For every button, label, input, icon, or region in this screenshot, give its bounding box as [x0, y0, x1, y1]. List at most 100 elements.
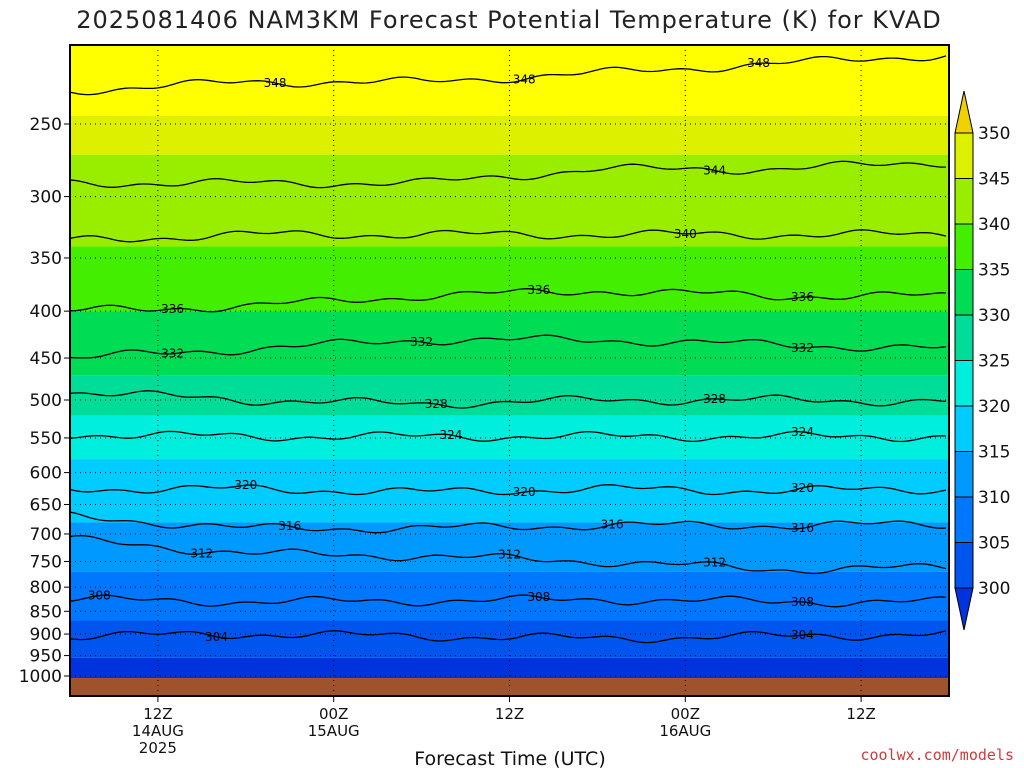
- colorbar-label-350: 350: [978, 124, 1010, 144]
- contour-label-308-0: 308: [88, 589, 111, 603]
- contour-332: [69, 334, 947, 359]
- colorbar-label-330: 330: [978, 306, 1010, 326]
- contour-label-312-0: 312: [190, 547, 213, 561]
- contour-label-340-0: 340: [674, 227, 697, 241]
- contour-336: [69, 288, 947, 313]
- contour-348: [69, 55, 947, 96]
- y-tick-label-400: 400: [30, 302, 62, 322]
- y-tick-label-850: 850: [30, 602, 62, 622]
- y-tick-label-700: 700: [30, 525, 62, 545]
- contour-304: [69, 630, 947, 644]
- contour-label-308-2: 308: [791, 595, 814, 609]
- contour-label-348-0: 348: [264, 76, 287, 90]
- colorbar-segment-330: [954, 269, 974, 316]
- y-tick-label-600: 600: [30, 464, 62, 484]
- contour-label-332-1: 332: [410, 335, 433, 349]
- colorbar-label-325: 325: [978, 352, 1010, 372]
- ground-surface: [70, 678, 949, 696]
- contour-label-316-2: 316: [791, 521, 814, 535]
- colorbar-label-340: 340: [978, 215, 1010, 235]
- x-tick-label-48-1: 16AUG: [659, 722, 711, 740]
- colorbar-label-310: 310: [978, 488, 1010, 508]
- contour-label-332-2: 332: [791, 341, 814, 355]
- x-axis-label: Forecast Time (UTC): [414, 748, 605, 768]
- colorbar-segment-345: [954, 132, 974, 179]
- x-tick-label-24-0: 00Z: [319, 705, 348, 723]
- x-tick-label-36-0: 12Z: [495, 705, 524, 723]
- contour-label-320-0: 320: [234, 478, 257, 492]
- y-tick-label-800: 800: [30, 578, 62, 598]
- x-tick-label-12-2: 2025: [139, 739, 177, 757]
- y-tick-label-350: 350: [30, 249, 62, 269]
- colorbar-low-arrow: [954, 587, 974, 631]
- contour-328: [69, 390, 947, 409]
- colorbar-segment-305: [954, 496, 974, 543]
- contour-320: [69, 484, 947, 496]
- contour-label-316-0: 316: [278, 519, 301, 533]
- y-tick-label-250: 250: [30, 115, 62, 135]
- contour-label-308-1: 308: [527, 590, 550, 604]
- contour-label-328-1: 328: [703, 392, 726, 406]
- contour-340: [69, 229, 947, 243]
- contour-label-336-1: 336: [527, 283, 550, 297]
- y-tick-label-500: 500: [30, 391, 62, 411]
- contour-label-316-1: 316: [601, 517, 624, 531]
- y-axis-ticks: 250 300 350 400 450 500 550 600 650 700 750 800 850 9…: [19, 115, 70, 687]
- colorbar-segment-325: [954, 314, 974, 361]
- grid-lines: [70, 45, 949, 696]
- y-tick-label-300: 300: [30, 188, 62, 208]
- colorbar-label-320: 320: [978, 397, 1010, 417]
- colorbar-label-300: 300: [978, 579, 1010, 599]
- colorbar-label-345: 345: [978, 170, 1010, 190]
- colorbar-label-315: 315: [978, 443, 1010, 463]
- contour-label-324-0: 324: [439, 428, 462, 442]
- contour-label-304-0: 304: [205, 630, 228, 644]
- contour-label-328-0: 328: [425, 397, 448, 411]
- x-tick-label-60-0: 12Z: [846, 705, 875, 723]
- contour-308: [69, 594, 947, 608]
- contour-344: [69, 160, 946, 189]
- colorbar-segment-340: [954, 178, 974, 225]
- colorbar-label-335: 335: [978, 261, 1010, 281]
- contour-label-324-1: 324: [791, 425, 814, 439]
- colorbar-label-305: 305: [978, 534, 1010, 554]
- ground-strip: [70, 678, 949, 696]
- colorbar-segment-335: [954, 223, 974, 270]
- color-band-8: [70, 246, 949, 312]
- y-tick-label-450: 450: [30, 349, 62, 369]
- y-tick-label-550: 550: [30, 429, 62, 449]
- contour-label-348-1: 348: [513, 73, 536, 87]
- contour-lines: [69, 55, 947, 644]
- colorbar-segment-310: [954, 451, 974, 498]
- contour-label-336-0: 336: [161, 302, 184, 316]
- contour-label-312-1: 312: [498, 547, 521, 561]
- contour-label-332-0: 332: [161, 347, 184, 361]
- y-tick-label-900: 900: [30, 625, 62, 645]
- colorbar-segment-320: [954, 360, 974, 407]
- contour-316: [69, 511, 947, 534]
- contour-label-312-2: 312: [703, 555, 726, 569]
- contour-label-348-2: 348: [747, 56, 770, 70]
- contour-label-336-2: 336: [791, 290, 814, 304]
- colorbar-high-arrow: [954, 90, 974, 134]
- contour-labels: 304 304 308 308 308 312 312 312 316 316 316 320 320 3…: [88, 56, 814, 644]
- contour-312: [69, 535, 947, 575]
- colorbar-segment-315: [954, 405, 974, 452]
- colorbar: 300 305 310 315 320 325 330 335 340 345 350: [954, 90, 1010, 631]
- colorbar-segment-300: [954, 542, 974, 589]
- contour-label-344-0: 344: [703, 163, 726, 177]
- credit-link[interactable]: coolwx.com/models: [860, 746, 1014, 764]
- x-tick-label-48-0: 00Z: [671, 705, 700, 723]
- contour-324: [69, 430, 947, 443]
- y-tick-label-750: 750: [30, 552, 62, 572]
- y-tick-label-950: 950: [30, 647, 62, 667]
- contour-label-304-1: 304: [791, 628, 814, 642]
- y-tick-label-1000: 1000: [19, 667, 62, 687]
- x-tick-label-12-0: 12Z: [143, 705, 172, 723]
- contour-label-320-1: 320: [513, 485, 536, 499]
- y-tick-label-650: 650: [30, 495, 62, 515]
- x-tick-label-24-1: 15AUG: [308, 722, 360, 740]
- color-band-7: [70, 311, 949, 376]
